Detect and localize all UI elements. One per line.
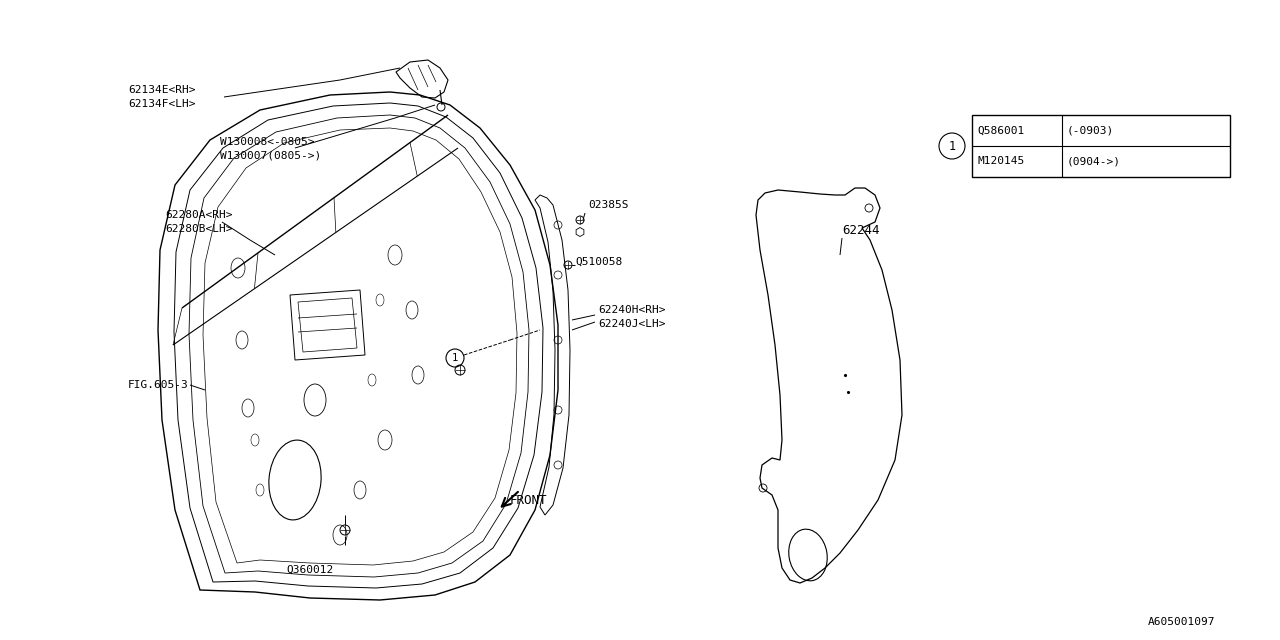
Text: 1: 1: [948, 140, 956, 152]
Text: W130007(0805->): W130007(0805->): [220, 151, 321, 161]
Text: Q586001: Q586001: [977, 125, 1024, 136]
Text: 62134E<RH>: 62134E<RH>: [128, 85, 196, 95]
Text: Q360012: Q360012: [287, 565, 334, 575]
Text: (0904->): (0904->): [1068, 157, 1121, 166]
Bar: [972, 115, 1230, 177]
Text: 62280B<LH>: 62280B<LH>: [165, 224, 233, 234]
Text: FIG.605-3: FIG.605-3: [128, 380, 188, 390]
Text: W130008<-0805>: W130008<-0805>: [220, 137, 315, 147]
Text: A605001097: A605001097: [1148, 617, 1216, 627]
Text: M120145: M120145: [977, 157, 1024, 166]
Text: 1: 1: [452, 353, 458, 363]
Text: (-0903): (-0903): [1068, 125, 1115, 136]
Text: 62240J<LH>: 62240J<LH>: [598, 319, 666, 329]
Text: Q510058: Q510058: [575, 257, 622, 267]
Text: FRONT: FRONT: [509, 493, 548, 506]
Text: 62134F<LH>: 62134F<LH>: [128, 99, 196, 109]
Text: 02385S: 02385S: [588, 200, 628, 210]
Text: 62280A<RH>: 62280A<RH>: [165, 210, 233, 220]
Text: 62244: 62244: [842, 223, 879, 237]
Text: 62240H<RH>: 62240H<RH>: [598, 305, 666, 315]
